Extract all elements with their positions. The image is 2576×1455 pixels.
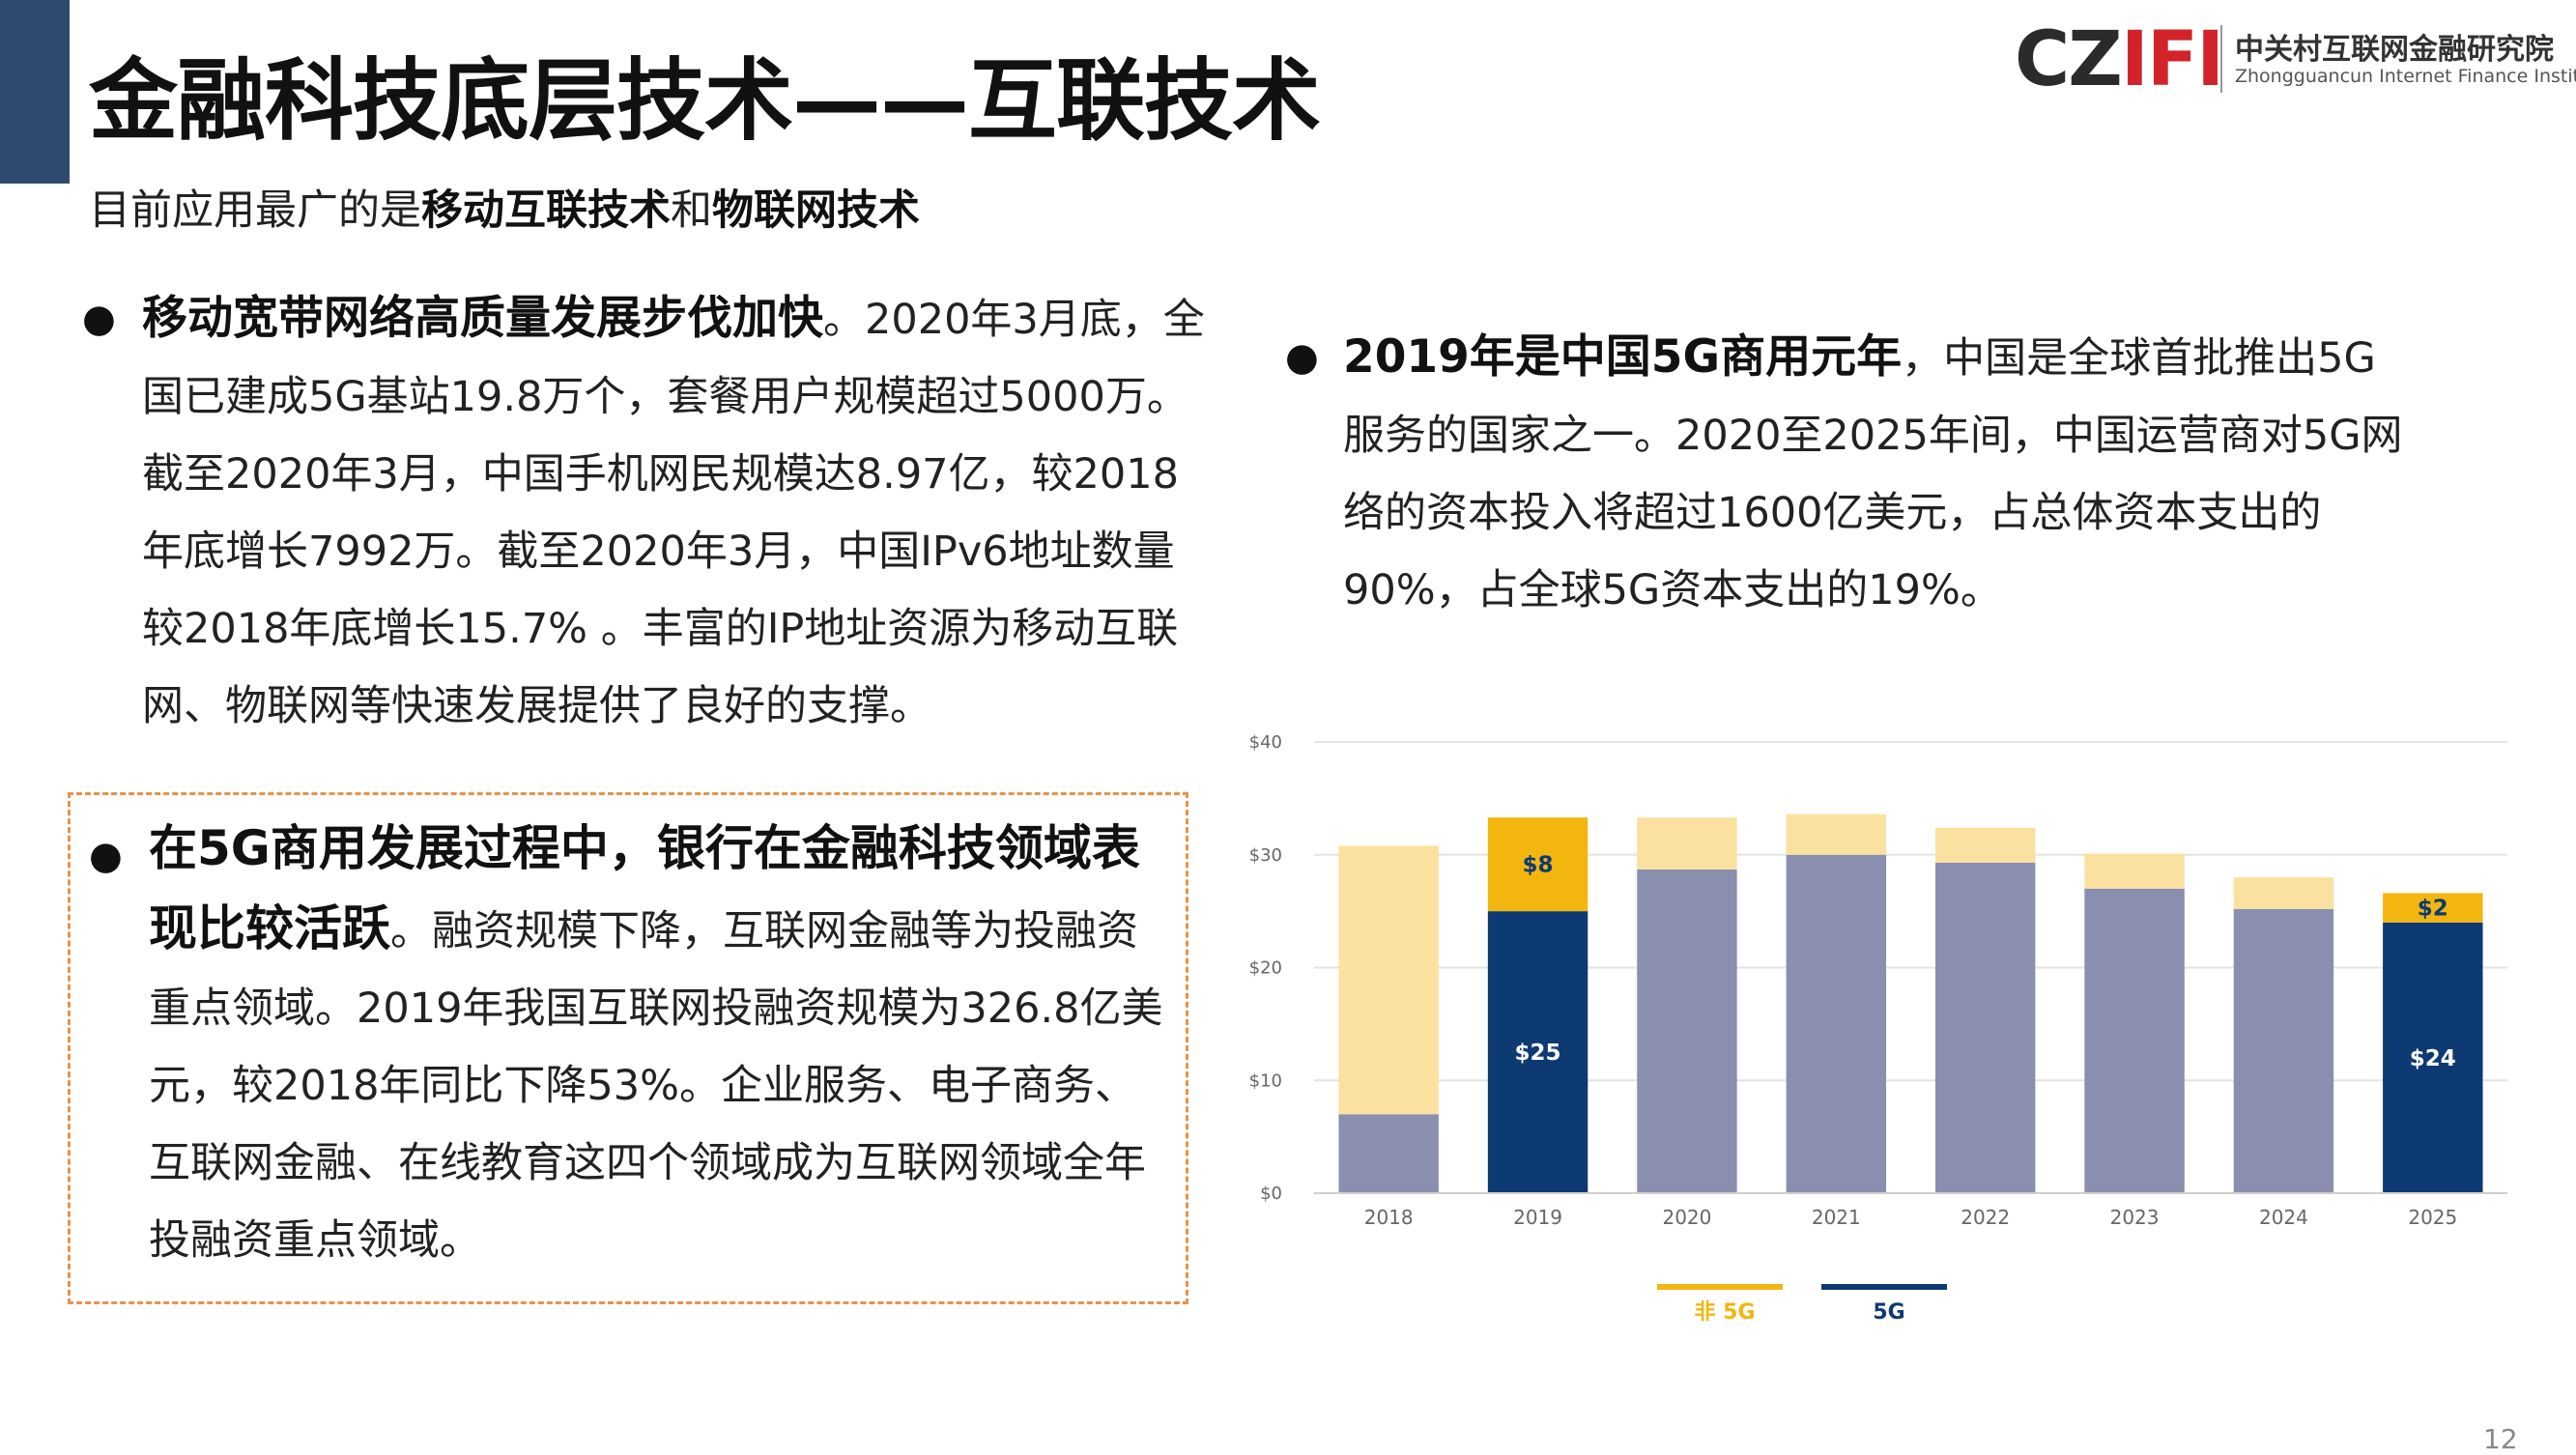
- legend-label: 5G: [1873, 1300, 1904, 1325]
- bar-segment: [2233, 908, 2334, 1193]
- x-tick-label: 2018: [1364, 1206, 1414, 1229]
- logo-mark: CZIFI: [2015, 21, 2224, 99]
- logo-mark-part1: CZ: [2015, 16, 2123, 103]
- bar-segment: [2233, 877, 2334, 909]
- subtitle-connector: 和: [671, 186, 712, 235]
- slide-subtitle: 目前应用最广的是移动互联技术和物联网技术: [89, 177, 920, 237]
- bar-segment: [1786, 813, 1887, 855]
- logo-name-cn: 中关村互联网金融研究院: [2235, 33, 2554, 67]
- bullet-dot-icon: ●: [89, 834, 123, 878]
- bullet-text: 在5G商用发展过程中，银行在金融科技领域表现比较活跃。融资规模下降，互联网金融等…: [149, 810, 1171, 1279]
- bullet-text: 2019年是中国5G商用元年，中国是全球首批推出5G 服务的国家之一。2020至…: [1343, 319, 2406, 629]
- logo-mark-part2: IFI: [2120, 16, 2224, 103]
- logo-name-en: Zhongguancun Internet Finance Institute: [2235, 66, 2576, 87]
- subtitle-bold-iot: 物联网技术: [712, 186, 920, 235]
- bar-segment: [1934, 827, 2036, 863]
- capex-stacked-bar-chart: $0 $10 $20 $30 $40 2018 $25 $8 2019 2020 2021 2022 2…: [1249, 732, 2507, 1325]
- bullet-heading: 在5G商用发展过程中，银行在金融科技领域表现比较活跃: [149, 820, 1140, 956]
- y-tick-label: $40: [1249, 732, 1282, 753]
- y-tick-label: $30: [1249, 845, 1282, 866]
- bullet-dot-icon: ●: [82, 297, 116, 341]
- corner-accent-bar: [0, 0, 70, 184]
- subtitle-prefix: 目前应用最广的是: [89, 186, 421, 235]
- bar-segment: [1637, 817, 1737, 870]
- bar-segment: [1637, 869, 1737, 1193]
- x-tick-label: 2021: [1812, 1206, 1861, 1229]
- logo-divider: [2220, 25, 2222, 93]
- bar-segment: [2383, 922, 2483, 1193]
- bar-segment: [1934, 862, 2036, 1193]
- bar-segment: [2084, 853, 2185, 889]
- x-tick-label: 2022: [1961, 1206, 2010, 1229]
- bar-segment: [1487, 911, 1589, 1193]
- bar-segment: [1338, 845, 1439, 1115]
- bullet-bank-fintech: ● 在5G商用发展过程中，银行在金融科技领域表现比较活跃。融资规模下降，互联网金…: [89, 810, 1171, 1279]
- bullet-body: ，中国是全球首批推出5G 服务的国家之一。2020至2025年间，中国运营商对5…: [1343, 334, 2403, 614]
- bullet-dot-icon: ●: [1285, 335, 1319, 380]
- bullet-heading: 2019年是中国5G商用元年: [1343, 330, 1903, 384]
- highlight-dashed-box: [68, 792, 1188, 1304]
- x-tick-label: 2020: [1662, 1206, 1711, 1229]
- bullet-body: 。2020年3月底，全国已建成5G基站19.8万个，套餐用户规模超过5000万。…: [142, 296, 1205, 730]
- bar-segment: [1338, 1114, 1439, 1193]
- bar-segment: [2383, 893, 2483, 923]
- bullet-heading: 移动宽带网络高质量发展步伐加快: [142, 292, 823, 345]
- bullet-5g-commercial-year: ● 2019年是中国5G商用元年，中国是全球首批推出5G 服务的国家之一。202…: [1285, 319, 2406, 629]
- slide-title: 金融科技底层技术——互联技术: [89, 49, 1321, 153]
- bar-segment: [1487, 817, 1589, 912]
- y-tick-label: $10: [1249, 1070, 1282, 1091]
- czifi-logo: CZIFI 中关村互联网金融研究院 Zhongguancun Internet …: [2015, 17, 2576, 104]
- subtitle-bold-mobile-internet: 移动互联技术: [421, 186, 671, 235]
- bullet-text: 移动宽带网络高质量发展步伐加快。2020年3月底，全国已建成5G基站19.8万个…: [142, 280, 1213, 745]
- page-number: 12: [2483, 1423, 2518, 1455]
- bar-segment: [2084, 888, 2185, 1193]
- bar-value-label: $2: [2418, 897, 2448, 922]
- x-tick-label: 2023: [2110, 1206, 2160, 1229]
- bullet-body: 。融资规模下降，互联网金融等为投融资重点领域。2019年我国互联网投融资规模为3…: [149, 907, 1163, 1265]
- bar-value-label: $25: [1515, 1041, 1561, 1066]
- bar-value-label: $24: [2410, 1046, 2456, 1071]
- y-tick-label: $20: [1249, 958, 1282, 979]
- x-tick-label: 2025: [2408, 1206, 2457, 1229]
- x-tick-label: 2024: [2259, 1206, 2308, 1229]
- bullet-mobile-broadband: ● 移动宽带网络高质量发展步伐加快。2020年3月底，全国已建成5G基站19.8…: [82, 280, 1213, 745]
- x-tick-label: 2019: [1513, 1206, 1562, 1229]
- legend-label: 非 5G: [1694, 1300, 1755, 1325]
- bar-segment: [1786, 854, 1887, 1193]
- y-tick-label: $0: [1260, 1184, 1282, 1204]
- bar-value-label: $8: [1523, 853, 1554, 878]
